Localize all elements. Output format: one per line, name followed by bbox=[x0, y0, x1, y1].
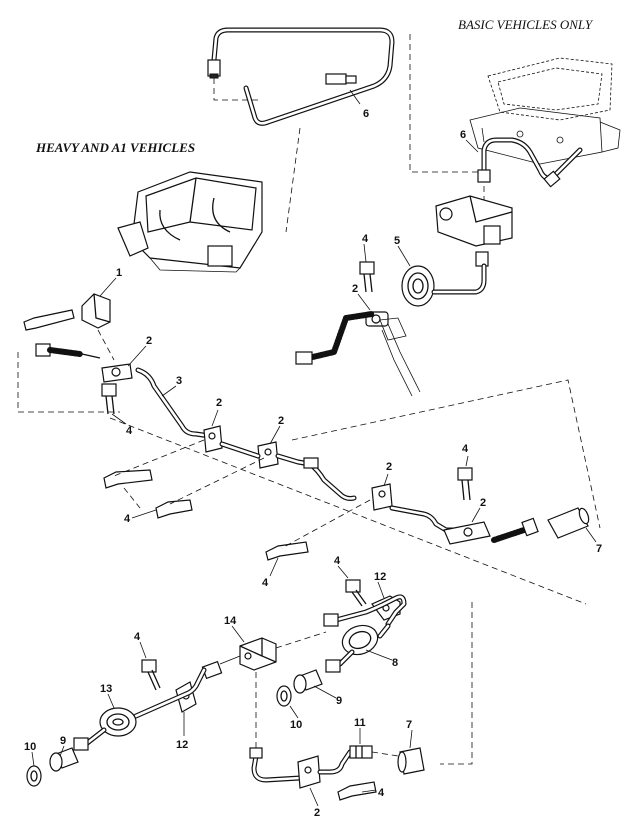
callout-4-lower-upper: 4 bbox=[334, 555, 341, 567]
line-lower-left bbox=[133, 667, 207, 719]
fitting-right-mid bbox=[491, 517, 539, 543]
callout-4-left: 4 bbox=[126, 425, 133, 437]
callout-12-lower: 12 bbox=[176, 739, 188, 751]
callout-7-upper: 7 bbox=[596, 543, 602, 555]
bolt-4-basic bbox=[359, 261, 375, 293]
line-3 bbox=[135, 367, 213, 439]
bolt-4-left-top bbox=[23, 309, 75, 331]
clip-2-right-b bbox=[443, 521, 491, 545]
bolt-4-bottom bbox=[337, 781, 377, 801]
callout-2-bottom: 2 bbox=[314, 807, 320, 819]
bolt-4-lower-left-coil bbox=[141, 659, 161, 691]
callout-13: 13 bbox=[100, 683, 112, 695]
line-12-upper bbox=[323, 594, 407, 627]
callout-1: 1 bbox=[116, 267, 122, 279]
hose-coil-13 bbox=[73, 707, 137, 751]
master-cylinder-heavy bbox=[117, 171, 263, 273]
clip-2-mid-b bbox=[257, 441, 279, 469]
callout-labels: 6 6 1 5 4 2 2 3 4 2 2 2 2 4 4 4 7 4 12 1… bbox=[24, 108, 602, 819]
caption-basic-vehicles: BASIC VEHICLES ONLY bbox=[458, 17, 593, 32]
callout-leaders bbox=[31, 89, 597, 807]
callout-3: 3 bbox=[176, 375, 182, 387]
callout-4-bottom: 4 bbox=[378, 787, 385, 799]
fitting-9-upper bbox=[293, 669, 323, 694]
callout-4-lower-left: 4 bbox=[262, 577, 269, 589]
hose-coil-8 bbox=[325, 623, 391, 673]
callout-6-basic: 6 bbox=[460, 129, 466, 141]
callout-11: 11 bbox=[354, 717, 366, 729]
brake-line-heavy-6 bbox=[207, 27, 395, 126]
callout-12-upper: 12 bbox=[374, 571, 386, 583]
callout-2-mid-a: 2 bbox=[216, 397, 222, 409]
callout-5: 5 bbox=[394, 235, 400, 247]
bolt-4-lower-upper bbox=[345, 579, 367, 607]
callout-9-lower: 9 bbox=[60, 735, 66, 747]
callout-8: 8 bbox=[392, 657, 398, 669]
callout-10-lower: 10 bbox=[24, 741, 36, 753]
valve-block-basic bbox=[435, 195, 513, 267]
clip-2-right-a bbox=[371, 483, 393, 511]
bolt-4-right bbox=[457, 467, 473, 501]
brake-hose-5 bbox=[401, 263, 487, 307]
callout-4-basic: 4 bbox=[362, 233, 369, 245]
master-cylinder-basic bbox=[469, 57, 621, 165]
callout-2-basic: 2 bbox=[352, 283, 358, 295]
line-right-mid bbox=[389, 505, 473, 533]
line-mid bbox=[219, 441, 357, 501]
clip-2-bottom bbox=[297, 755, 321, 789]
clip-2-mid-a bbox=[203, 425, 223, 453]
brake-line-basic-6 bbox=[477, 137, 583, 188]
fitting-11 bbox=[349, 745, 373, 759]
fitting-9-lower bbox=[49, 747, 79, 772]
line-bottom bbox=[249, 747, 303, 783]
bolt-4-mid-b bbox=[155, 499, 193, 519]
washer-10-upper bbox=[276, 685, 292, 707]
bolt-4-lower-left bbox=[265, 541, 309, 561]
bolt-4-left-mid bbox=[101, 383, 117, 415]
connector-7-upper bbox=[547, 507, 590, 539]
bracket-1 bbox=[81, 293, 111, 329]
bolt-4-mid-a bbox=[103, 469, 153, 489]
fitting-lower-left bbox=[201, 655, 241, 680]
tee-fitting-14 bbox=[239, 637, 277, 671]
callout-10-upper: 10 bbox=[290, 719, 302, 731]
caption-heavy-a1-vehicles: HEAVY AND A1 VEHICLES bbox=[36, 140, 196, 155]
callout-14: 14 bbox=[224, 615, 237, 627]
clip-2-left bbox=[101, 363, 133, 383]
connector-7-lower bbox=[397, 747, 425, 775]
callout-4-mid: 4 bbox=[124, 513, 131, 525]
fitting-left-upper bbox=[35, 343, 101, 359]
callout-9-upper: 9 bbox=[336, 695, 342, 707]
callout-2-right-a: 2 bbox=[386, 461, 392, 473]
callout-4-lower-coil: 4 bbox=[134, 631, 141, 643]
washer-10-lower bbox=[26, 765, 42, 787]
callout-2-right-b: 2 bbox=[480, 497, 486, 509]
callout-6-heavy: 6 bbox=[363, 108, 369, 120]
callout-2-left: 2 bbox=[146, 335, 152, 347]
line-bottom-right bbox=[317, 749, 353, 775]
callout-2-mid-b: 2 bbox=[278, 415, 284, 427]
callout-4-right: 4 bbox=[462, 443, 469, 455]
callout-7-lower: 7 bbox=[406, 719, 412, 731]
